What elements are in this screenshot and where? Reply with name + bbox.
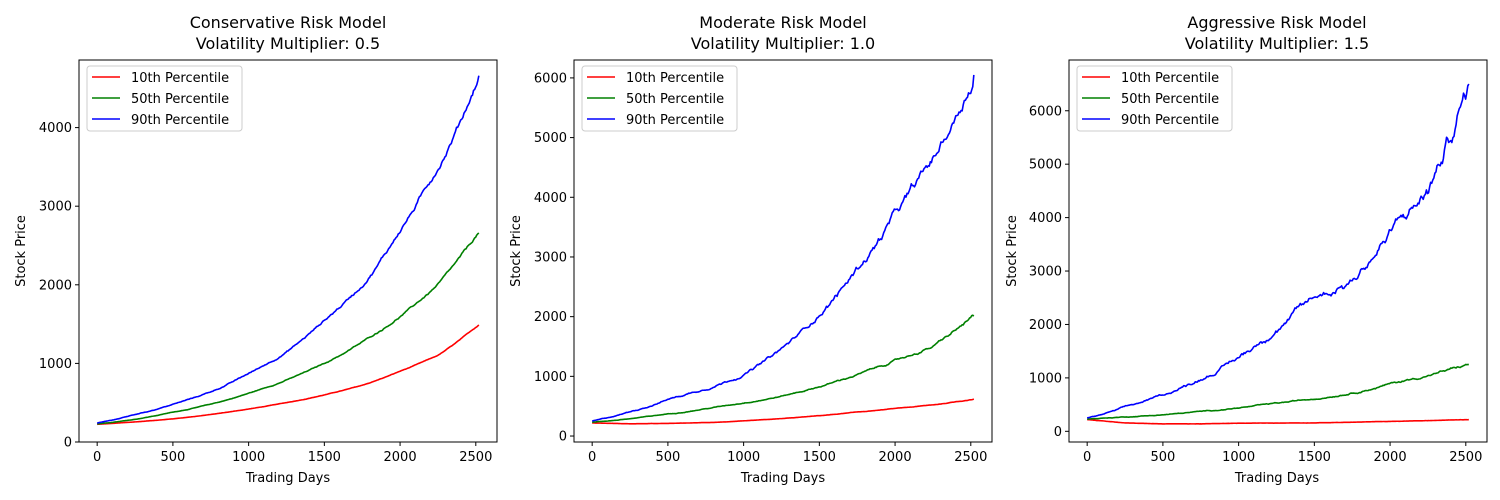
x-tick-label: 500 [655,450,680,465]
y-tick-label: 5000 [1029,158,1062,173]
x-tick-label: 2000 [1374,450,1407,465]
x-tick-label: 1500 [803,450,836,465]
legend-box [1076,65,1233,132]
x-tick-label: 0 [93,450,101,465]
legend-label-p90: 90th Percentile [131,113,229,128]
x-tick-label: 2000 [879,450,912,465]
legend: 10th Percentile 50th Percentile 90th Per… [581,65,738,132]
y-tick-label: 0 [1054,425,1062,440]
series-line-p90 [591,74,975,422]
series-line-p50 [97,232,480,425]
x-tick-label: 0 [1083,450,1091,465]
x-axis-label: Trading Days [1234,471,1319,486]
y-tick-label: 6000 [534,71,567,86]
y-tick-label: 5000 [534,131,567,146]
axes-frame [573,59,993,443]
axes-frame [78,59,498,443]
y-tick-label: 2000 [1029,318,1062,333]
panel-title-line2: Volatility Multiplier: 1.0 [691,34,875,53]
legend-label-p50: 50th Percentile [1121,92,1219,107]
y-tick-label: 2000 [534,310,567,325]
plot-area [96,75,480,426]
y-tick-label: 4000 [534,191,567,206]
series-line-p10 [592,398,975,425]
ticks-layer: 0 500 1000 1500 2000 2500 0 1000 2000 3000 4000 [39,121,492,465]
legend-box [581,65,738,132]
x-tick-label: 2500 [459,450,492,465]
panel-title-line1: Aggressive Risk Model [1187,13,1366,32]
series-line-p50 [1087,363,1469,420]
x-tick-label: 1000 [232,450,265,465]
legend-label-p10: 10th Percentile [1121,71,1219,86]
legend: 10th Percentile 50th Percentile 90th Per… [86,65,243,132]
legend-label-p90: 90th Percentile [1121,113,1219,128]
axes-frame [1068,59,1488,443]
x-tick-label: 2500 [954,450,987,465]
y-tick-label: 0 [559,430,567,445]
y-tick-label: 4000 [39,121,72,136]
legend-label-p50: 50th Percentile [626,92,724,107]
x-tick-label: 500 [160,450,185,465]
ticks-layer: 0 500 1000 1500 2000 2500 0 1000 2000 3000 4000 500… [1029,104,1482,465]
legend-label-p10: 10th Percentile [626,71,724,86]
y-tick-label: 1000 [39,357,72,372]
panel-title-line1: Conservative Risk Model [190,13,387,32]
series-line-p50 [592,314,975,424]
series-line-p10 [1087,418,1469,425]
series-line-p90 [96,75,480,424]
legend: 10th Percentile 50th Percentile 90th Per… [1076,65,1233,132]
ticks-layer: 0 500 1000 1500 2000 2500 0 1000 2000 3000 4000 500… [534,71,987,465]
y-tick-label: 4000 [1029,211,1062,226]
x-tick-label: 2500 [1449,450,1482,465]
x-axis-label: Trading Days [245,471,330,486]
y-axis-label: Stock Price [509,215,524,287]
chart-panel-aggressive: Aggressive Risk Model Volatility Multipl… [1005,13,1488,486]
panel-title-line2: Volatility Multiplier: 1.5 [1185,34,1369,53]
plot-area [1086,83,1470,425]
y-tick-label: 0 [64,436,72,451]
y-tick-label: 1000 [534,370,567,385]
legend-label-p10: 10th Percentile [131,71,229,86]
legend-label-p50: 50th Percentile [131,92,229,107]
series-line-p90 [1086,83,1470,419]
chart-panel-conservative: Conservative Risk Model Volatility Multi… [14,13,498,486]
series-line-p10 [97,324,480,426]
y-axis-label: Stock Price [1005,215,1020,287]
x-tick-label: 1000 [1222,450,1255,465]
y-tick-label: 6000 [1029,104,1062,119]
legend-label-p90: 90th Percentile [626,113,724,128]
y-tick-label: 3000 [39,200,72,215]
y-tick-label: 3000 [534,250,567,265]
x-tick-label: 2000 [384,450,417,465]
y-axis-label: Stock Price [14,215,29,287]
legend-box [86,65,243,132]
y-tick-label: 1000 [1029,371,1062,386]
y-tick-label: 2000 [39,278,72,293]
x-axis-label: Trading Days [740,471,825,486]
x-tick-label: 0 [588,450,596,465]
x-tick-label: 500 [1150,450,1175,465]
panel-title-line1: Moderate Risk Model [699,13,866,32]
x-tick-label: 1000 [727,450,760,465]
chart-panel-moderate: Moderate Risk Model Volatility Multiplie… [509,13,993,486]
x-tick-label: 1500 [308,450,341,465]
y-tick-label: 3000 [1029,265,1062,280]
panel-title-line2: Volatility Multiplier: 0.5 [196,34,380,53]
plot-area [591,74,975,425]
x-tick-label: 1500 [1298,450,1331,465]
